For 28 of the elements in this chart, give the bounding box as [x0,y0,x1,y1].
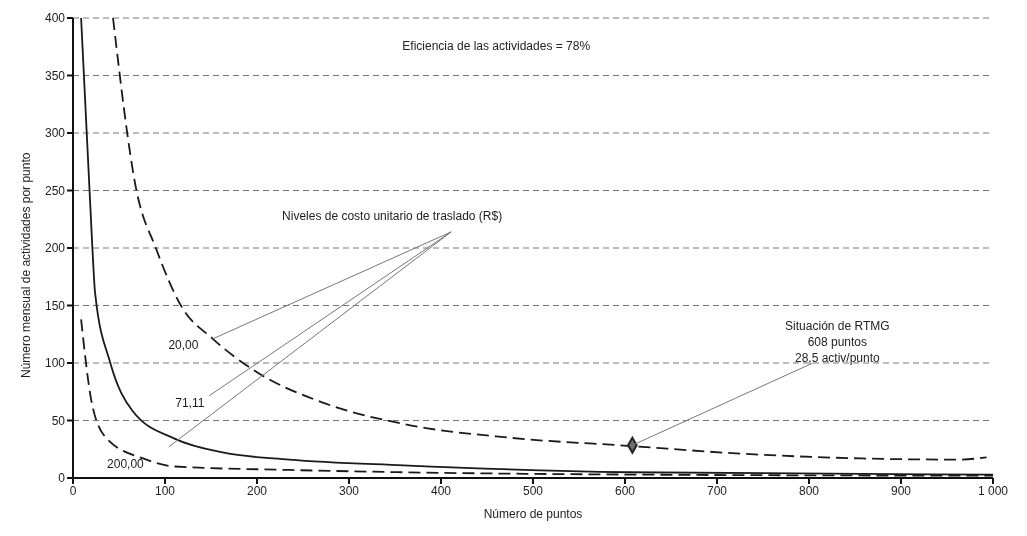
y-tick-label: 400 [44,11,66,26]
series-label: 200,00 [107,457,145,472]
y-tick-label: 300 [44,126,66,141]
y-tick-label: 100 [44,356,66,371]
y-tick-label: 50 [51,413,66,428]
y-tick-label: 150 [44,298,66,313]
x-axis-title: Número de puntos [483,507,583,521]
y-tick-label: 0 [58,471,66,486]
annotation: Situación de RTMG 608 puntos 28,5 activ/punto [785,319,890,366]
text: 71,11 [175,396,205,411]
x-tick-label: 800 [798,483,820,498]
x-tick-label: 100 [154,483,176,498]
x-tick-label: 500 [522,483,544,498]
x-tick-label: 200 [246,483,268,498]
y-tick-label: 350 [44,68,66,83]
x-tick-label: 300 [338,483,360,498]
annotation: Eficiencia de las actividades = 78% [402,39,591,54]
annotation: Niveles de costo unitario de traslado (R$) [282,209,503,224]
x-tick-label: 400 [430,483,452,498]
y-tick-label: 200 [44,241,66,256]
y-axis-title: Número mensual de actividades por punto [19,152,34,378]
series-label: 20,00 [168,338,199,353]
x-tick-label: 700 [706,483,728,498]
x-tick-label: 0 [69,483,77,498]
x-tick-label: 600 [614,483,636,498]
x-tick-label: 1 000 [977,483,1009,498]
y-tick-label: 250 [44,183,66,198]
x-tick-label: 900 [890,483,912,498]
